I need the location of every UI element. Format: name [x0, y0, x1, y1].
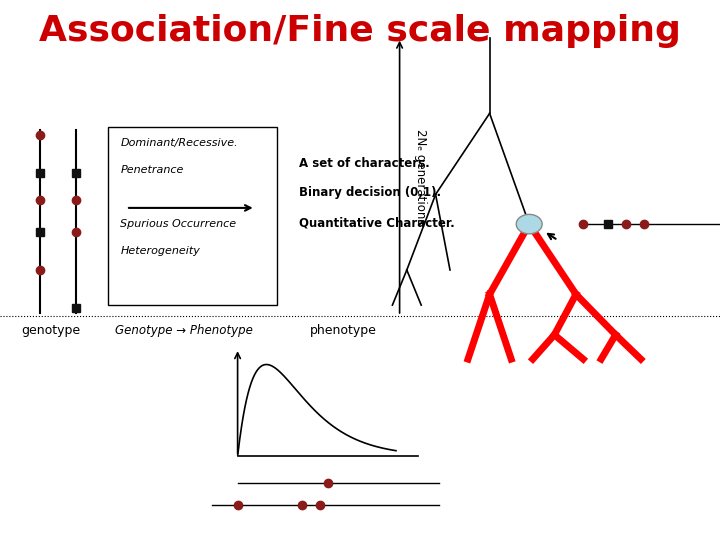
- Text: Penetrance: Penetrance: [120, 165, 184, 175]
- Text: Association/Fine scale mapping: Association/Fine scale mapping: [39, 14, 681, 48]
- FancyBboxPatch shape: [108, 127, 277, 305]
- Text: Quantitative Character.: Quantitative Character.: [299, 216, 454, 229]
- Text: Heterogeneity: Heterogeneity: [120, 246, 200, 256]
- Text: phenotype: phenotype: [310, 324, 377, 337]
- Text: Dominant/Recessive.: Dominant/Recessive.: [120, 138, 238, 148]
- Text: A set of characters.: A set of characters.: [299, 157, 430, 170]
- Text: Spurious Occurrence: Spurious Occurrence: [120, 219, 236, 229]
- Text: genotype: genotype: [22, 324, 81, 337]
- Text: 2Nₑ generations: 2Nₑ generations: [414, 129, 427, 225]
- Circle shape: [516, 214, 542, 234]
- Text: Binary decision (0,1).: Binary decision (0,1).: [299, 186, 441, 199]
- Text: Genotype → Phenotype: Genotype → Phenotype: [115, 324, 253, 337]
